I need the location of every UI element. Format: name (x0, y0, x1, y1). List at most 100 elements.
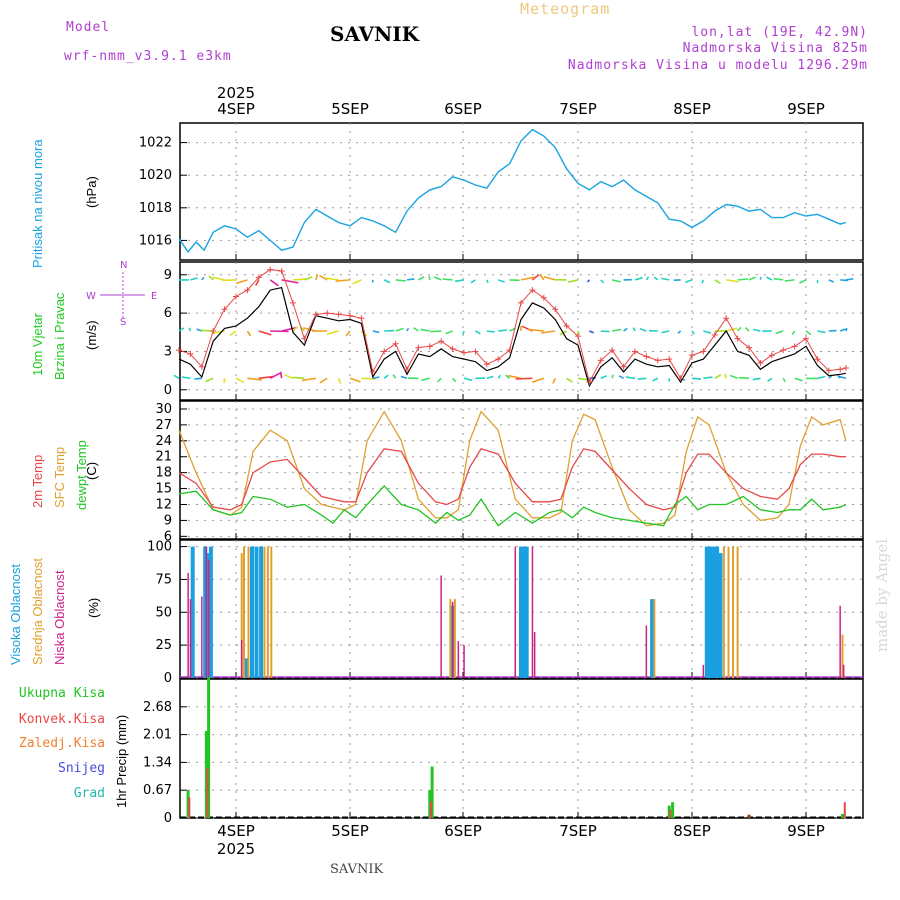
wind-direction-arrow (520, 276, 534, 281)
day-label-bottom: 8SEP (673, 822, 711, 840)
wind-gust-marker (552, 306, 559, 313)
wind-direction-arrow (612, 328, 622, 332)
day-label-bottom: 4SEP (217, 822, 255, 840)
wind-direction-arrow (236, 279, 248, 285)
legend-hail: Grad (73, 786, 105, 801)
low-cloud-bar (514, 546, 516, 678)
wind-direction-arrow (784, 279, 795, 282)
model-name: wrf-nmm_v3.9.1 e3km (64, 49, 232, 64)
wind-gust-marker (746, 344, 752, 351)
conv-precip-bar (429, 801, 432, 818)
wind-direction-arrow (475, 330, 481, 335)
pressure-tick-label: 1022 (139, 136, 172, 151)
wind-gust-marker (347, 312, 353, 319)
wind-gust-marker (358, 315, 365, 322)
lonlat-label: lon,lat (19E, 42.9N) (691, 25, 868, 40)
dewpoint-line (178, 484, 847, 527)
wind-direction-arrow (737, 278, 749, 281)
wind-direction-arrow (691, 377, 702, 380)
wind-panel: 0 3 6 9 (164, 261, 864, 401)
legend-snow: Snijeg (58, 761, 105, 776)
wind-direction-arrow (205, 377, 214, 383)
mid-cloud-bar (266, 546, 269, 678)
wind-gust-marker (461, 349, 467, 356)
wind-direction-arrow (845, 278, 854, 281)
wind-gust-marker (632, 348, 638, 355)
wind-direction-arrow (839, 328, 846, 332)
wind-direction-arrow (505, 374, 511, 379)
pressure-tick-label: 1018 (139, 201, 172, 216)
mid-cloud-bar (736, 546, 739, 678)
cloud-tick-label: 0 (164, 671, 172, 686)
wind-direction-arrow (428, 276, 431, 281)
wind-direction-arrow (726, 279, 739, 283)
mid-cloud-bar (240, 553, 243, 678)
total-precip-bar (667, 805, 671, 818)
wind-gust-marker (392, 340, 399, 347)
wind-direction-arrow (632, 327, 636, 332)
wind-gust-marker (666, 356, 673, 363)
mid-cloud-bar (270, 546, 273, 678)
wind-gust-marker (837, 366, 844, 373)
wind-direction-arrow (600, 279, 605, 284)
wind-gust-marker (312, 311, 319, 318)
wind-gust-marker (335, 311, 342, 318)
low-cloud-bar (201, 596, 203, 678)
wind-gust-marker (803, 335, 809, 342)
wind-direction-arrow (677, 330, 682, 334)
model-label: Model (66, 20, 111, 35)
wind-direction-arrow (395, 279, 406, 282)
low-cloud-bar (205, 546, 208, 678)
wind-gust-marker (609, 347, 616, 354)
high-cloud-bar (205, 553, 210, 678)
conv-precip-bar (188, 797, 191, 818)
wind-gust-marker (324, 310, 331, 317)
wind-gust-marker (221, 306, 228, 313)
wind-direction-arrow (611, 374, 614, 379)
wind-direction-arrow (497, 374, 501, 379)
day-label-top: 8SEP (673, 100, 711, 118)
wind-direction-arrow (269, 372, 281, 379)
wind-direction-arrow (324, 277, 339, 281)
wind-direction-arrow (703, 330, 712, 334)
wind-gust-marker (654, 357, 661, 364)
wind-direction-arrow (349, 377, 361, 383)
wind-direction-arrow (173, 374, 180, 379)
mid-cloud-bar (247, 546, 250, 678)
wind-direction-arrow (188, 327, 192, 332)
high-cloud-bar (650, 599, 655, 678)
wind-direction-arrow (486, 330, 495, 333)
wind-gust-marker (780, 347, 787, 354)
wind-direction-arrow (729, 374, 738, 380)
wind-direction-arrow (300, 326, 306, 332)
wind-gust-marker (415, 344, 422, 351)
wind-gust-marker (700, 348, 707, 355)
low-cloud-bar (531, 546, 534, 678)
wind-direction-arrow (270, 330, 289, 333)
high-cloud-bar (524, 546, 529, 678)
wind-direction-arrow (235, 377, 245, 384)
wind-direction-arrow (315, 274, 319, 281)
cloud-tick-label: 50 (155, 605, 172, 620)
wind-direction-arrow (201, 276, 205, 281)
day-label-bottom: 6SEP (444, 822, 482, 840)
wind-tick-label: 3 (164, 344, 172, 359)
temp-tick-label: 6 (164, 529, 172, 544)
wind-direction-arrow (839, 375, 847, 380)
snow-precip-bar (747, 814, 751, 818)
wind-direction-arrow (618, 375, 624, 379)
wind-direction-arrow (254, 279, 260, 286)
low-cloud-bar (533, 632, 536, 678)
wind-tick-label: 0 (164, 383, 172, 398)
total-precip-bar (204, 730, 208, 818)
high-cloud-bar (208, 546, 213, 678)
wind-direction-arrow (528, 328, 544, 332)
footer-title: SAVNIK (330, 862, 384, 877)
wind-direction-arrow (600, 330, 610, 333)
wind-direction-arrow (531, 377, 545, 383)
day-label-bottom: 7SEP (559, 822, 597, 840)
wind-direction-arrow (269, 279, 279, 287)
precip-tick-label: 0.67 (143, 783, 172, 798)
wind-gust-marker (711, 331, 718, 338)
